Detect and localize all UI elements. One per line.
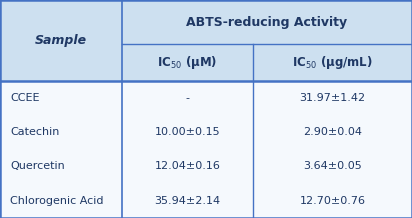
Text: Quercetin: Quercetin xyxy=(10,162,65,172)
Bar xyxy=(0,115,412,149)
Text: 12.70±0.76: 12.70±0.76 xyxy=(300,196,366,206)
Bar xyxy=(0,184,412,218)
Text: Chlorogenic Acid: Chlorogenic Acid xyxy=(10,196,104,206)
Bar xyxy=(0,149,412,184)
Text: 2.90±0.04: 2.90±0.04 xyxy=(303,127,362,137)
Text: Sample: Sample xyxy=(35,34,87,47)
Text: -: - xyxy=(185,93,190,103)
Text: ABTS-reducing Activity: ABTS-reducing Activity xyxy=(186,16,347,29)
Text: 10.00±0.15: 10.00±0.15 xyxy=(154,127,220,137)
Text: IC$_{50}$ (μg/mL): IC$_{50}$ (μg/mL) xyxy=(292,54,373,71)
Text: 3.64±0.05: 3.64±0.05 xyxy=(303,162,362,172)
Bar xyxy=(0,0,412,81)
Bar xyxy=(0,81,412,115)
Text: 31.97±1.42: 31.97±1.42 xyxy=(300,93,366,103)
Text: Catechin: Catechin xyxy=(10,127,60,137)
Text: 12.04±0.16: 12.04±0.16 xyxy=(154,162,220,172)
Text: 35.94±2.14: 35.94±2.14 xyxy=(154,196,220,206)
Text: CCEE: CCEE xyxy=(10,93,40,103)
Text: IC$_{50}$ (μM): IC$_{50}$ (μM) xyxy=(157,54,218,71)
